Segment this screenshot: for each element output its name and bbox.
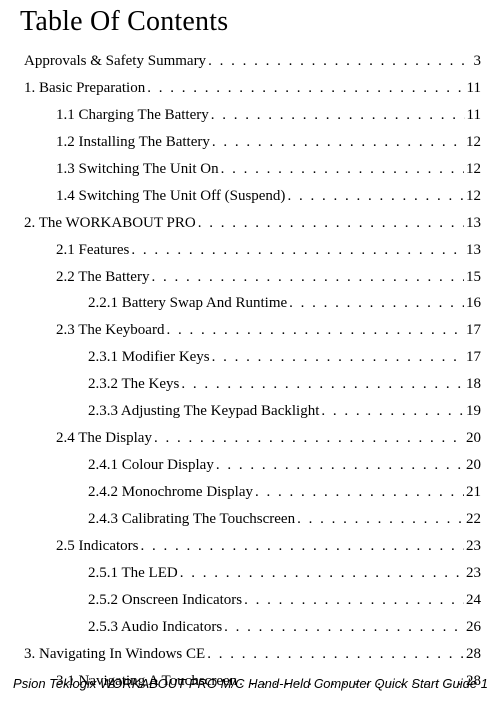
toc-page-number: 28 xyxy=(466,645,481,664)
toc-label: 1.4 Switching The Unit Off (Suspend) xyxy=(56,187,285,206)
toc-entry: 1.2 Installing The Battery 12 xyxy=(20,133,481,152)
toc-page-number: 11 xyxy=(467,106,481,125)
toc-leader xyxy=(198,214,464,233)
toc-page-number: 20 xyxy=(466,429,481,448)
toc-entry: 1.3 Switching The Unit On 12 xyxy=(20,160,481,179)
toc-page-number: 24 xyxy=(466,591,481,610)
toc-leader xyxy=(289,294,464,313)
toc-leader xyxy=(297,510,464,529)
toc-page-number: 20 xyxy=(466,456,481,475)
toc-page-number: 18 xyxy=(466,375,481,394)
toc-entry: 1. Basic Preparation 11 xyxy=(20,79,481,98)
toc-leader xyxy=(224,618,464,637)
toc-entry: 3. Navigating In Windows CE 28 xyxy=(20,645,481,664)
toc-label: 3. Navigating In Windows CE xyxy=(24,645,205,664)
toc-leader xyxy=(208,52,471,71)
toc-page-number: 3 xyxy=(474,52,482,71)
toc-entry: 2.3.3 Adjusting The Keypad Backlight 19 xyxy=(20,402,481,421)
toc-label: 2.3.1 Modifier Keys xyxy=(88,348,210,367)
toc-leader xyxy=(287,187,464,206)
toc-page-number: 23 xyxy=(466,564,481,583)
toc-label: 2.4.1 Colour Display xyxy=(88,456,214,475)
toc-entry: 2.2 The Battery 15 xyxy=(20,268,481,287)
toc-leader xyxy=(216,456,464,475)
toc-leader xyxy=(131,241,464,260)
toc-entry: 1.4 Switching The Unit Off (Suspend) 12 xyxy=(20,187,481,206)
toc-leader xyxy=(255,483,464,502)
page: Table Of Contents Approvals & Safety Sum… xyxy=(0,0,501,705)
toc-label: 2.2 The Battery xyxy=(56,268,149,287)
toc-page-number: 21 xyxy=(466,483,481,502)
toc-entry: 2.3.2 The Keys 18 xyxy=(20,375,481,394)
toc-page-number: 12 xyxy=(466,160,481,179)
toc-page-number: 16 xyxy=(466,294,481,313)
toc-label: 2.2.1 Battery Swap And Runtime xyxy=(88,294,287,313)
toc-page-number: 13 xyxy=(466,214,481,233)
toc-label: 1.2 Installing The Battery xyxy=(56,133,210,152)
toc-entry: 2.3.1 Modifier Keys 17 xyxy=(20,348,481,367)
toc-entry: 2.5 Indicators 23 xyxy=(20,537,481,556)
toc-label: 2.5.3 Audio Indicators xyxy=(88,618,222,637)
toc-label: 2.3.2 The Keys xyxy=(88,375,179,394)
toc-page-number: 19 xyxy=(466,402,481,421)
toc-label: 2.1 Features xyxy=(56,241,129,260)
toc-leader xyxy=(221,160,464,179)
toc-leader xyxy=(211,106,465,125)
toc-label: 2.4.3 Calibrating The Touchscreen xyxy=(88,510,295,529)
toc-entry: 2.2.1 Battery Swap And Runtime 16 xyxy=(20,294,481,313)
toc-page-number: 26 xyxy=(466,618,481,637)
toc-page-number: 23 xyxy=(466,537,481,556)
toc-label: 2. The WORKABOUT PRO xyxy=(24,214,196,233)
toc-leader xyxy=(321,402,464,421)
toc-label: 2.5.2 Onscreen Indicators xyxy=(88,591,242,610)
page-footer: Psion Teklogix WORKABOUT PRO M/C Hand-He… xyxy=(0,676,501,691)
toc-leader xyxy=(212,348,464,367)
toc-page-number: 17 xyxy=(466,348,481,367)
toc-entry: 2.5.1 The LED 23 xyxy=(20,564,481,583)
toc-leader xyxy=(166,321,464,340)
toc-entry: 2.4.1 Colour Display 20 xyxy=(20,456,481,475)
toc-leader xyxy=(140,537,464,556)
toc-page-number: 13 xyxy=(466,241,481,260)
toc-entry: 2.5.2 Onscreen Indicators 24 xyxy=(20,591,481,610)
toc-label: 2.3 The Keyboard xyxy=(56,321,164,340)
toc-page-number: 12 xyxy=(466,133,481,152)
toc-entry: 2.4 The Display 20 xyxy=(20,429,481,448)
toc-entry: 2.1 Features 13 xyxy=(20,241,481,260)
toc-leader xyxy=(147,79,464,98)
toc-page-number: 22 xyxy=(466,510,481,529)
toc-entry: 2. The WORKABOUT PRO 13 xyxy=(20,214,481,233)
toc-label: 2.5.1 The LED xyxy=(88,564,178,583)
page-title: Table Of Contents xyxy=(20,6,481,38)
toc-page-number: 11 xyxy=(467,79,481,98)
toc-leader xyxy=(244,591,464,610)
toc-leader xyxy=(180,564,464,583)
toc-entry: 2.4.3 Calibrating The Touchscreen 22 xyxy=(20,510,481,529)
toc-label: 1.3 Switching The Unit On xyxy=(56,160,219,179)
toc-entry: 1.1 Charging The Battery 11 xyxy=(20,106,481,125)
toc-entry: Approvals & Safety Summary 3 xyxy=(20,52,481,71)
toc-label: 2.5 Indicators xyxy=(56,537,138,556)
toc-label: 2.3.3 Adjusting The Keypad Backlight xyxy=(88,402,319,421)
toc-leader xyxy=(154,429,464,448)
toc-entry: 2.5.3 Audio Indicators 26 xyxy=(20,618,481,637)
toc-leader xyxy=(181,375,464,394)
toc-leader xyxy=(151,268,464,287)
toc-leader xyxy=(207,645,464,664)
toc-page-number: 15 xyxy=(466,268,481,287)
toc-page-number: 17 xyxy=(466,321,481,340)
toc-page-number: 12 xyxy=(466,187,481,206)
toc-leader xyxy=(212,133,464,152)
toc-entry: 2.3 The Keyboard 17 xyxy=(20,321,481,340)
toc-entry: 2.4.2 Monochrome Display 21 xyxy=(20,483,481,502)
table-of-contents: Approvals & Safety Summary 3 1. Basic Prep… xyxy=(20,52,481,690)
toc-label: Approvals & Safety Summary xyxy=(24,52,206,71)
toc-label: 2.4 The Display xyxy=(56,429,152,448)
toc-label: 1. Basic Preparation xyxy=(24,79,145,98)
toc-label: 2.4.2 Monochrome Display xyxy=(88,483,253,502)
toc-label: 1.1 Charging The Battery xyxy=(56,106,209,125)
